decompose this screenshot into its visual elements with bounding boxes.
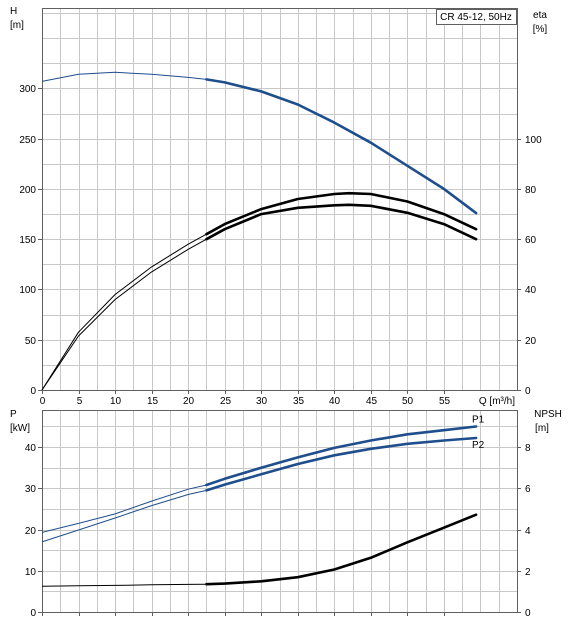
tick-label-right: 4 bbox=[525, 526, 531, 537]
y-left-axis-unit: [m] bbox=[10, 20, 24, 31]
y-right-axis-unit: [%] bbox=[533, 24, 548, 35]
y-right-axis-name: NPSH bbox=[534, 409, 562, 420]
y-left-axis-name: H bbox=[10, 6, 17, 17]
tick-label-left: 150 bbox=[19, 235, 36, 246]
tick-label-left: 50 bbox=[25, 336, 37, 347]
y-left-axis-name: P bbox=[10, 409, 17, 420]
tick-label-bottom: 10 bbox=[110, 396, 122, 407]
tick-label-bottom: 25 bbox=[220, 396, 232, 407]
grid-layer bbox=[38, 8, 521, 616]
tick-label-left: 300 bbox=[19, 84, 36, 95]
series-1-2-operating-line bbox=[205, 513, 478, 586]
tick-label-right: 80 bbox=[525, 185, 537, 196]
series-p1-operating-line bbox=[205, 425, 478, 487]
tick-label-bottom: 15 bbox=[147, 396, 159, 407]
legend-box-text: CR 45-12, 50Hz bbox=[440, 12, 512, 23]
tick-label-left: 0 bbox=[30, 608, 36, 619]
y-right-axis-name: eta bbox=[533, 10, 547, 21]
tick-label-right: 100 bbox=[525, 135, 542, 146]
series-0-1-operating-line bbox=[205, 191, 478, 236]
series-label-p1: P1 bbox=[472, 414, 485, 425]
tick-label-right: 0 bbox=[525, 608, 531, 619]
series-p1-line bbox=[41, 484, 207, 533]
tick-label-left: 30 bbox=[25, 484, 37, 495]
plot-frame bbox=[42, 8, 518, 391]
tick-label-bottom: 55 bbox=[439, 396, 451, 407]
series-0-0-operating-line bbox=[205, 78, 478, 215]
tick-label-left: 0 bbox=[30, 386, 36, 397]
tick-label-right: 6 bbox=[525, 484, 531, 495]
series-p2-operating-line bbox=[205, 436, 478, 492]
tick-label-left: 200 bbox=[19, 185, 36, 196]
series-layer bbox=[41, 71, 478, 587]
tick-label-bottom: 0 bbox=[40, 396, 46, 407]
tick-label-right: 60 bbox=[525, 235, 537, 246]
plot-frame bbox=[42, 410, 518, 613]
tick-label-right: 8 bbox=[525, 443, 531, 454]
tick-label-bottom: 30 bbox=[256, 396, 268, 407]
series-0-2-line bbox=[41, 238, 207, 391]
tick-label-bottom: 35 bbox=[293, 396, 305, 407]
x-axis-label: Q [m³/h] bbox=[479, 396, 515, 407]
tick-label-left: 10 bbox=[25, 567, 37, 578]
tick-label-right: 20 bbox=[525, 336, 537, 347]
tick-label-bottom: 40 bbox=[329, 396, 341, 407]
tick-label-bottom: 20 bbox=[183, 396, 195, 407]
y-right-axis-unit: [m] bbox=[535, 423, 549, 434]
y-left-axis-unit: [kW] bbox=[10, 423, 30, 434]
tick-label-bottom: 5 bbox=[77, 396, 83, 407]
tick-label-bottom: 50 bbox=[402, 396, 414, 407]
series-0-0-line bbox=[41, 71, 207, 82]
series-0-2-operating-line bbox=[205, 203, 478, 241]
tick-label-right: 0 bbox=[525, 386, 531, 397]
tick-label-left: 40 bbox=[25, 443, 37, 454]
legend-box bbox=[436, 9, 517, 25]
series-label-p2: P2 bbox=[472, 440, 485, 451]
tick-label-left: 250 bbox=[19, 135, 36, 146]
series-0-1-line bbox=[41, 233, 207, 391]
tick-label-bottom: 45 bbox=[366, 396, 378, 407]
tick-label-right: 2 bbox=[525, 567, 531, 578]
series-p2-line bbox=[41, 489, 207, 543]
text-layer: 050100150200250300020406080100H[m]eta[%]… bbox=[10, 6, 562, 619]
tick-label-left: 100 bbox=[19, 285, 36, 296]
tick-label-right: 40 bbox=[525, 285, 537, 296]
series-1-2-line bbox=[41, 583, 207, 587]
tick-label-left: 20 bbox=[25, 526, 37, 537]
